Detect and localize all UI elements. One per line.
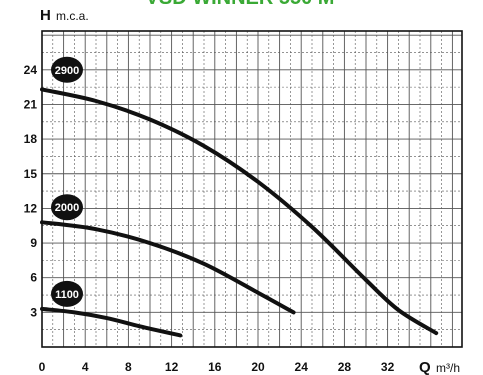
y-tick-label: 3 xyxy=(30,305,37,319)
speed-badge-2900 xyxy=(51,56,83,83)
speed-badge-label: 2000 xyxy=(55,202,79,214)
curve-1100-rpm xyxy=(40,306,183,338)
y-axis-ticks: 3 6 9 12 15 18 21 24 xyxy=(24,63,38,320)
y-tick-label: 6 xyxy=(30,271,37,285)
y-tick-label: 24 xyxy=(24,63,38,77)
y-tick-label: 9 xyxy=(30,236,37,250)
grid xyxy=(41,30,463,348)
y-tick-label: 12 xyxy=(24,201,38,215)
curve-badges: 2900 2000 1100 xyxy=(51,56,83,307)
speed-badge-label: 1100 xyxy=(55,289,79,301)
x-tick-label: 16 xyxy=(208,360,222,374)
plot-frame xyxy=(41,30,463,348)
y-axis-symbol: H xyxy=(40,7,51,24)
x-tick-label: 24 xyxy=(295,360,309,374)
x-tick-label: 4 xyxy=(82,360,89,374)
x-tick-label: 20 xyxy=(251,360,265,374)
x-tick-label: 12 xyxy=(165,360,179,374)
x-tick-label: 32 xyxy=(381,360,395,374)
y-tick-label: 15 xyxy=(24,167,38,181)
x-axis-symbol: Q xyxy=(419,359,431,375)
x-axis-unit: m³/h xyxy=(436,361,460,375)
y-tick-label: 21 xyxy=(24,97,38,111)
x-tick-label: 0 xyxy=(39,360,46,374)
speed-badge-1100 xyxy=(51,280,83,307)
y-axis-unit: m.c.a. xyxy=(56,9,89,23)
curves xyxy=(40,87,439,338)
x-tick-label: 8 xyxy=(125,360,132,374)
curve-2900-rpm xyxy=(40,87,439,336)
x-tick-label: 28 xyxy=(338,360,352,374)
x-axis-ticks: 0 4 8 12 16 20 24 28 32 xyxy=(39,360,395,374)
y-tick-label: 18 xyxy=(24,132,38,146)
speed-badge-2000 xyxy=(51,194,83,221)
chart-title: VSD WINNER 550 M xyxy=(146,0,335,9)
curve-2000-rpm xyxy=(40,220,296,315)
speed-badge-label: 2900 xyxy=(55,65,79,77)
